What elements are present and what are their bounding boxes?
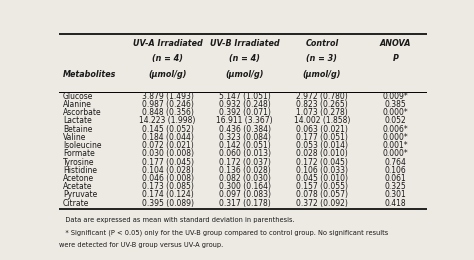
Text: Betaine: Betaine: [63, 125, 92, 134]
Text: 5.147 (1.051): 5.147 (1.051): [219, 92, 271, 101]
Text: Lactate: Lactate: [63, 116, 91, 126]
Text: 0.106 (0.033): 0.106 (0.033): [296, 166, 348, 175]
Text: Ascorbate: Ascorbate: [63, 108, 101, 117]
Text: 0.325: 0.325: [384, 182, 406, 191]
Text: Histidine: Histidine: [63, 166, 97, 175]
Text: 0.932 (0.248): 0.932 (0.248): [219, 100, 271, 109]
Text: 14.002 (1.858): 14.002 (1.858): [294, 116, 350, 126]
Text: were detected for UV-B group versus UV-A group.: were detected for UV-B group versus UV-A…: [59, 242, 224, 248]
Text: 0.172 (0.037): 0.172 (0.037): [219, 158, 271, 167]
Text: Isoleucine: Isoleucine: [63, 141, 101, 150]
Text: 0.030 (0.008): 0.030 (0.008): [142, 149, 193, 158]
Text: 0.848 (0.356): 0.848 (0.356): [142, 108, 193, 117]
Text: 0.104 (0.028): 0.104 (0.028): [142, 166, 193, 175]
Text: 0.436 (0.384): 0.436 (0.384): [219, 125, 271, 134]
Text: 0.823 (0.265): 0.823 (0.265): [296, 100, 348, 109]
Text: Data are expressed as mean with standard deviation in parenthesis.: Data are expressed as mean with standard…: [59, 217, 295, 223]
Text: 1.073 (0.278): 1.073 (0.278): [296, 108, 348, 117]
Text: Pyruvate: Pyruvate: [63, 190, 97, 199]
Text: 0.060 (0.013): 0.060 (0.013): [219, 149, 271, 158]
Text: 0.072 (0.021): 0.072 (0.021): [142, 141, 193, 150]
Text: 0.061: 0.061: [384, 174, 406, 183]
Text: 0.052: 0.052: [384, 116, 406, 126]
Text: 0.395 (0.089): 0.395 (0.089): [142, 199, 193, 207]
Text: 0.046 (0.008): 0.046 (0.008): [142, 174, 193, 183]
Text: (μmol/g): (μmol/g): [226, 70, 264, 79]
Text: 0.300 (0.164): 0.300 (0.164): [219, 182, 271, 191]
Text: * Significant (P < 0.05) only for the UV-B group compared to control group. No s: * Significant (P < 0.05) only for the UV…: [59, 229, 389, 236]
Text: 0.000*: 0.000*: [383, 133, 408, 142]
Text: 0.000*: 0.000*: [383, 108, 408, 117]
Text: 0.392 (0.071): 0.392 (0.071): [219, 108, 271, 117]
Text: 0.317 (0.178): 0.317 (0.178): [219, 199, 271, 207]
Text: (n = 3): (n = 3): [307, 54, 337, 63]
Text: 14.223 (1.998): 14.223 (1.998): [139, 116, 196, 126]
Text: 0.301: 0.301: [384, 190, 406, 199]
Text: 0.145 (0.052): 0.145 (0.052): [142, 125, 193, 134]
Text: Metabolites: Metabolites: [63, 70, 116, 79]
Text: 0.385: 0.385: [384, 100, 406, 109]
Text: 0.097 (0.083): 0.097 (0.083): [219, 190, 271, 199]
Text: (n = 4): (n = 4): [152, 54, 183, 63]
Text: 0.063 (0.021): 0.063 (0.021): [296, 125, 348, 134]
Text: Citrate: Citrate: [63, 199, 89, 207]
Text: Formate: Formate: [63, 149, 95, 158]
Text: 0.053 (0.014): 0.053 (0.014): [296, 141, 348, 150]
Text: 0.323 (0.084): 0.323 (0.084): [219, 133, 271, 142]
Text: Tyrosine: Tyrosine: [63, 158, 94, 167]
Text: 0.372 (0.092): 0.372 (0.092): [296, 199, 348, 207]
Text: 0.045 (0.010): 0.045 (0.010): [296, 174, 348, 183]
Text: 0.157 (0.055): 0.157 (0.055): [296, 182, 348, 191]
Text: (μmol/g): (μmol/g): [148, 70, 187, 79]
Text: Acetate: Acetate: [63, 182, 92, 191]
Text: 0.000*: 0.000*: [383, 149, 408, 158]
Text: 0.142 (0.051): 0.142 (0.051): [219, 141, 271, 150]
Text: Control: Control: [305, 39, 338, 48]
Text: 3.879 (1.493): 3.879 (1.493): [142, 92, 193, 101]
Text: 0.177 (0.051): 0.177 (0.051): [296, 133, 348, 142]
Text: P: P: [392, 54, 398, 63]
Text: UV-A Irradiated: UV-A Irradiated: [133, 39, 202, 48]
Text: 0.106: 0.106: [384, 166, 406, 175]
Text: 2.972 (0.780): 2.972 (0.780): [296, 92, 348, 101]
Text: (n = 4): (n = 4): [229, 54, 260, 63]
Text: 0.006*: 0.006*: [383, 125, 408, 134]
Text: 0.987 (0.246): 0.987 (0.246): [142, 100, 193, 109]
Text: Acetone: Acetone: [63, 174, 94, 183]
Text: Valine: Valine: [63, 133, 86, 142]
Text: (μmol/g): (μmol/g): [303, 70, 341, 79]
Text: 0.173 (0.085): 0.173 (0.085): [142, 182, 193, 191]
Text: Alanine: Alanine: [63, 100, 92, 109]
Text: 0.764: 0.764: [384, 158, 406, 167]
Text: 0.028 (0.010): 0.028 (0.010): [296, 149, 348, 158]
Text: 0.418: 0.418: [384, 199, 406, 207]
Text: 0.184 (0.044): 0.184 (0.044): [142, 133, 193, 142]
Text: 0.001*: 0.001*: [383, 141, 408, 150]
Text: Glucose: Glucose: [63, 92, 93, 101]
Text: UV-B Irradiated: UV-B Irradiated: [210, 39, 280, 48]
Text: 0.174 (0.124): 0.174 (0.124): [142, 190, 193, 199]
Text: 0.172 (0.045): 0.172 (0.045): [296, 158, 348, 167]
Text: 0.009*: 0.009*: [383, 92, 408, 101]
Text: ANOVA: ANOVA: [380, 39, 411, 48]
Text: 0.177 (0.045): 0.177 (0.045): [142, 158, 193, 167]
Text: 0.078 (0.057): 0.078 (0.057): [296, 190, 348, 199]
Text: 16.911 (3.367): 16.911 (3.367): [217, 116, 273, 126]
Text: 0.136 (0.028): 0.136 (0.028): [219, 166, 271, 175]
Text: 0.082 (0.030): 0.082 (0.030): [219, 174, 271, 183]
